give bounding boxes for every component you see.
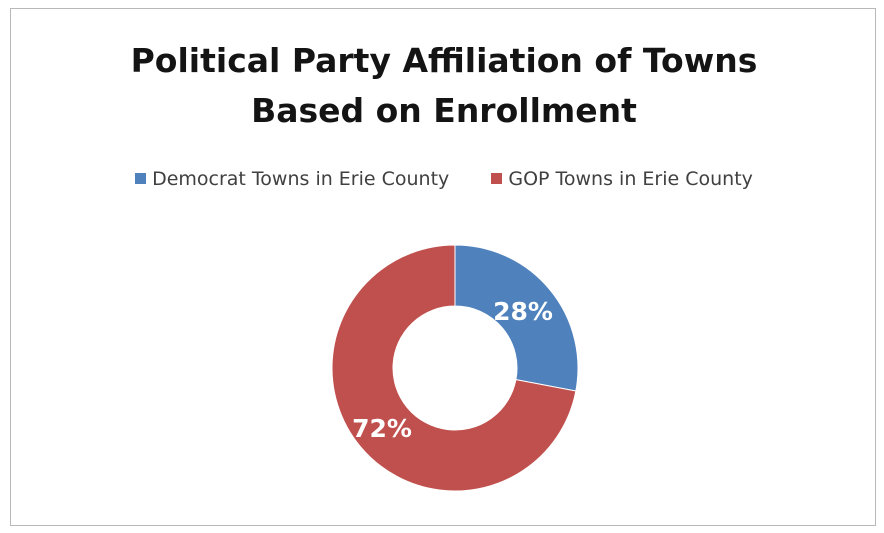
slice-gop [331,244,577,492]
slice-democrat [454,244,579,392]
legend-item-gop: GOP Towns in Erie County [491,168,753,190]
chart-legend: Democrat Towns in Erie County GOP Towns … [11,167,877,190]
donut-chart: 28% 72% [331,244,579,492]
slice-label-democrat: 28% [493,297,553,326]
chart-title-line-1: Political Party Affiliation of Towns [130,41,758,80]
legend-label-democrat: Democrat Towns in Erie County [152,167,450,190]
chart-title-line-2: Based on Enrollment [251,91,637,130]
legend-item-democrat: Democrat Towns in Erie County [135,168,449,190]
slice-label-gop: 72% [352,414,412,443]
legend-swatch-democrat [135,173,147,184]
chart-frame: Political Party Affiliation of Towns Bas… [10,8,876,526]
legend-swatch-gop [491,173,503,184]
legend-label-gop: GOP Towns in Erie County [508,167,753,190]
